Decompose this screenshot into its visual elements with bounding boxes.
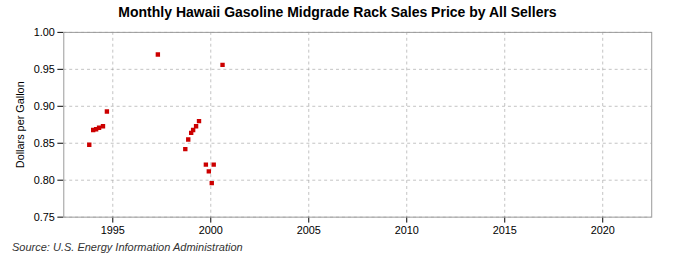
svg-text:0.85: 0.85 <box>34 137 55 149</box>
svg-text:0.90: 0.90 <box>34 100 55 112</box>
html-text:Source: U.S. Energy Informatio: Source: U.S. Energy Information Administ… <box>12 241 243 254</box>
svg-text:0.80: 0.80 <box>34 174 55 186</box>
svg-text:0.95: 0.95 <box>34 63 55 75</box>
html-text:Monthly Hawaii Gasoline Midgra: Monthly Hawaii Gasoline Midgrade Rack Sa… <box>118 4 557 20</box>
svg-text:2015: 2015 <box>493 224 517 236</box>
svg-text:2005: 2005 <box>297 224 321 236</box>
svg-text:Dollars per Gallon: Dollars per Gallon <box>14 81 26 168</box>
svg-text:1.00: 1.00 <box>34 26 55 38</box>
svg-text:2010: 2010 <box>395 224 419 236</box>
svg-text:2000: 2000 <box>199 224 223 236</box>
svg-text:2020: 2020 <box>591 224 615 236</box>
svg-text:1995: 1995 <box>101 224 125 236</box>
svg-text:0.75: 0.75 <box>34 211 55 223</box>
